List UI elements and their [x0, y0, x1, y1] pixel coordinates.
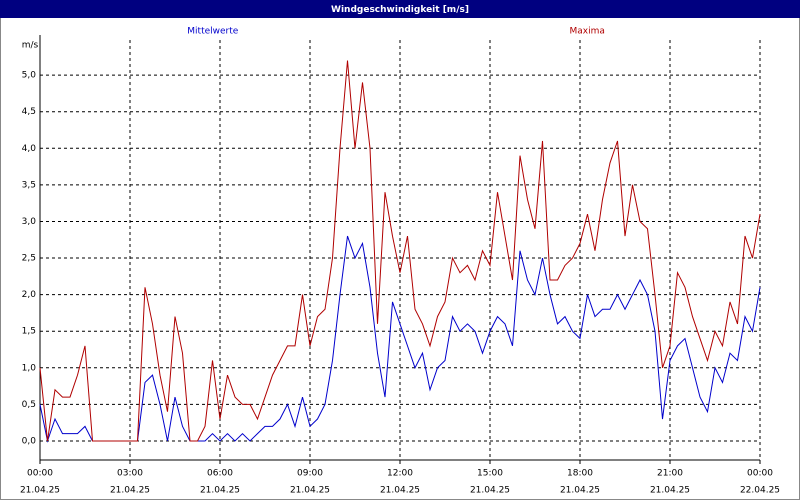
x-tick-date: 21.04.25 [20, 486, 60, 496]
y-tick-label: 3,0 [22, 217, 37, 227]
y-tick-label: 0,0 [22, 436, 37, 446]
x-tick-date: 21.04.25 [470, 486, 510, 496]
x-tick-label: 09:00 [297, 469, 323, 479]
x-tick-label: 21:00 [657, 469, 683, 479]
x-tick-label: 00:00 [27, 469, 53, 479]
y-tick-label: 2,0 [22, 290, 37, 300]
x-tick-date: 21.04.25 [650, 486, 690, 496]
y-tick-label: 0,5 [22, 400, 36, 410]
chart-title: Windgeschwindigkeit [m/s] [331, 5, 469, 15]
title-bar [0, 0, 800, 18]
x-tick-date: 21.04.25 [560, 486, 600, 496]
y-tick-label: 4,5 [22, 107, 36, 117]
y-axis-label: m/s [22, 41, 39, 51]
x-tick-label: 06:00 [207, 469, 233, 479]
legend-entry: Maxima [570, 27, 605, 37]
series-line [39, 60, 761, 442]
x-tick-label: 15:00 [477, 469, 503, 479]
y-tick-label: 2,5 [22, 254, 36, 264]
y-tick-label: 1,5 [22, 327, 36, 337]
series-line [39, 235, 761, 443]
legend-entry: Mittelwerte [187, 27, 238, 37]
x-tick-date: 22.04.25 [740, 486, 780, 496]
x-tick-label: 12:00 [387, 469, 413, 479]
x-tick-date: 21.04.25 [380, 486, 420, 496]
x-tick-date: 21.04.25 [110, 486, 150, 496]
x-tick-date: 21.04.25 [200, 486, 240, 496]
x-tick-date: 21.04.25 [290, 486, 330, 496]
x-tick-label: 03:00 [117, 469, 143, 479]
y-tick-label: 4,0 [22, 144, 37, 154]
y-tick-label: 1,0 [22, 363, 37, 373]
x-tick-label: 00:00 [747, 469, 773, 479]
y-tick-label: 3,5 [22, 180, 36, 190]
x-tick-label: 18:00 [567, 469, 593, 479]
y-tick-label: 5,0 [22, 71, 37, 81]
